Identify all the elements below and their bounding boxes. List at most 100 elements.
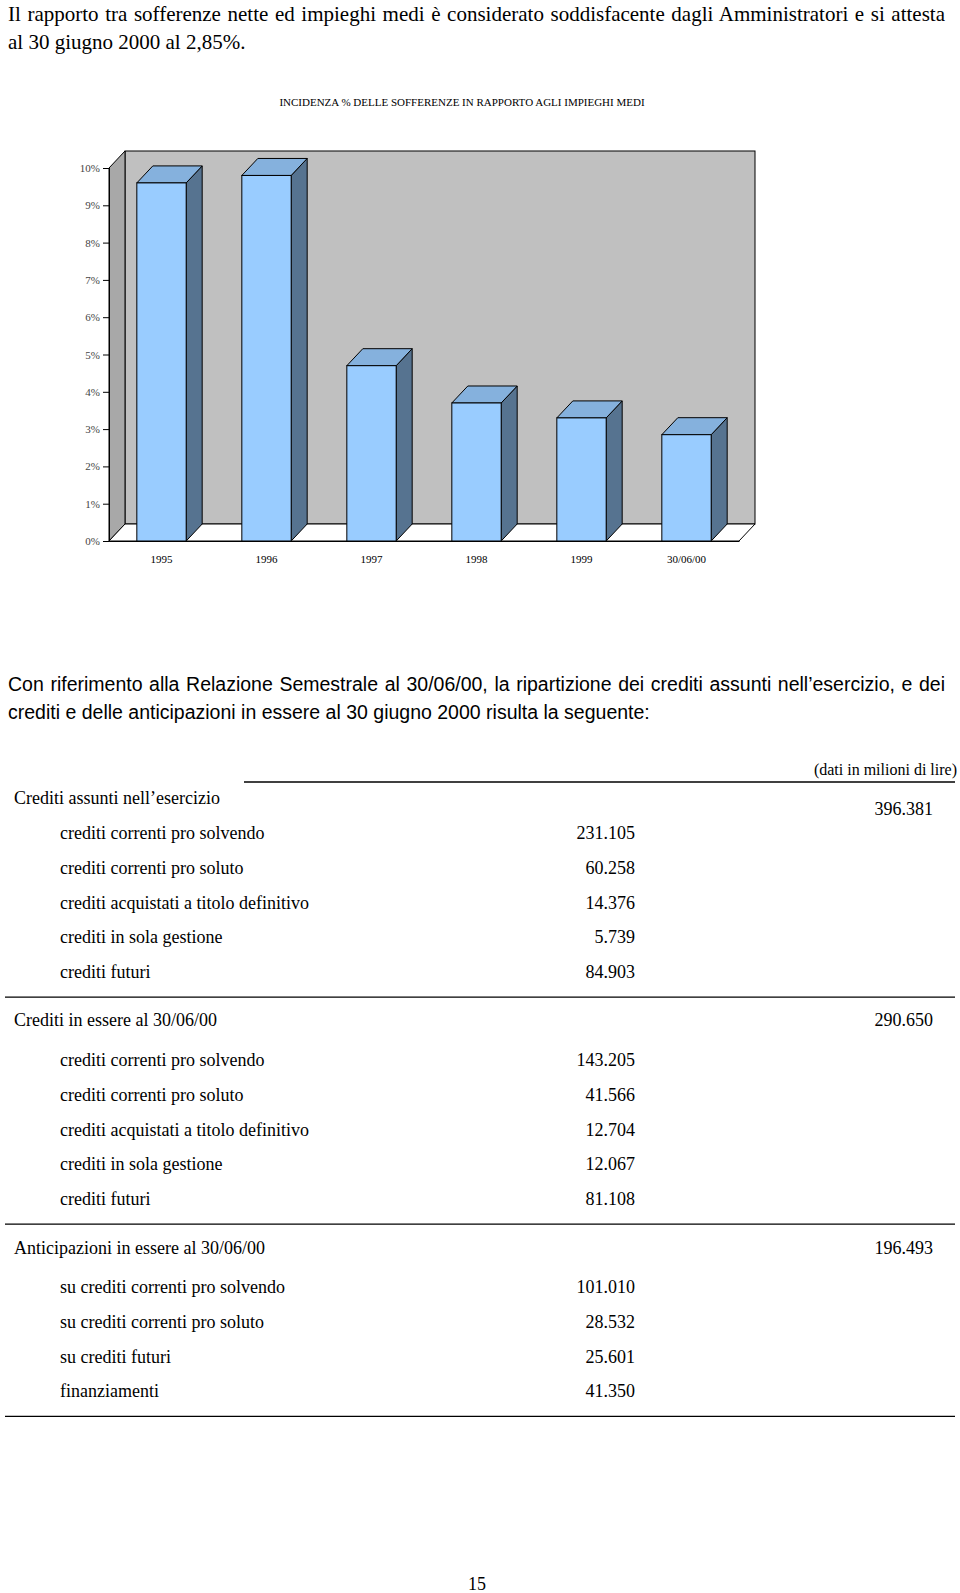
row-label: crediti acquistati a titolo definitivo (60, 893, 309, 913)
unit-note: (dati in milioni di lire) (814, 761, 957, 779)
x-tick: 30/06/00 (667, 541, 707, 565)
bar-side (501, 386, 517, 541)
row-value: 41.350 (586, 1381, 636, 1401)
row-label: crediti correnti pro soluto (60, 858, 243, 878)
row-value: 14.376 (586, 893, 636, 913)
y-tick: 1% (85, 498, 109, 510)
y-tick: 3% (85, 423, 109, 435)
bar-3d (662, 418, 727, 541)
y-tick: 6% (85, 311, 109, 323)
floor (109, 524, 755, 541)
x-tick: 1998 (466, 541, 489, 565)
x-tick: 1999 (571, 541, 594, 565)
chart: INCIDENZA % DELLE SOFFERENZE IN RAPPORTO… (80, 96, 755, 565)
y-tick-mark (103, 317, 109, 318)
y-axis: 0% 1% 2% 3% 4% 5% 6% 7% 8% 9% 10% (80, 162, 110, 547)
y-tick: 9% (85, 199, 109, 211)
row-value: 12.067 (586, 1154, 636, 1174)
y-tick-mark (103, 392, 109, 393)
rule (5, 1224, 955, 1225)
y-tick-label: 5% (85, 349, 100, 361)
x-axis: 1995 1996 1997 1998 1999 30/06/00 (110, 541, 740, 565)
row-label: finanziamenti (60, 1381, 159, 1401)
y-tick-mark (103, 466, 109, 467)
y-tick-label: 9% (85, 199, 100, 211)
bar (137, 183, 186, 541)
row-value: 101.010 (577, 1277, 636, 1297)
section-total: 196.493 (875, 1238, 934, 1258)
y-tick-label: 8% (85, 237, 100, 249)
x-tick-label: 1998 (466, 553, 489, 565)
paragraph: Con riferimento alla Relazione Semestral… (8, 670, 945, 726)
y-axis-line (103, 169, 110, 542)
page-number: 15 (468, 1574, 486, 1593)
back-wall (125, 151, 755, 524)
row-value: 81.108 (586, 1189, 636, 1209)
bars (137, 158, 727, 541)
y-tick-label: 2% (85, 460, 100, 472)
row-value: 28.532 (586, 1312, 636, 1332)
y-tick-label: 0% (85, 535, 100, 547)
side-wall (109, 151, 125, 541)
row-label: crediti futuri (60, 1189, 150, 1209)
row-label: su crediti correnti pro solvendo (60, 1277, 285, 1297)
rule (244, 781, 955, 782)
x-tick: 1997 (361, 541, 384, 565)
bar-3d (557, 401, 622, 541)
x-tick-label: 1995 (151, 553, 174, 565)
y-tick-label: 6% (85, 311, 100, 323)
y-tick-mark (103, 280, 109, 281)
y-tick-label: 7% (85, 274, 100, 286)
section-total: 290.650 (875, 1010, 934, 1030)
x-tick-label: 1997 (361, 553, 384, 565)
bar-3d (137, 166, 202, 541)
bar-top (662, 418, 727, 435)
bar-3d (242, 158, 307, 541)
bar-side (396, 349, 412, 541)
y-tick: 2% (85, 460, 109, 472)
row-label: crediti correnti pro soluto (60, 1085, 243, 1105)
row-value: 60.258 (586, 858, 636, 878)
rule (5, 1416, 955, 1417)
row-label: su crediti futuri (60, 1347, 171, 1367)
x-axis-line (110, 541, 740, 542)
bar-3d (452, 386, 517, 541)
row-label: crediti in sola gestione (60, 1154, 222, 1174)
y-tick: 5% (85, 349, 109, 361)
bar-top (557, 401, 622, 418)
bar-top (347, 349, 412, 366)
y-tick-mark (103, 243, 109, 244)
row-label: crediti correnti pro solvendo (60, 823, 264, 843)
bar-top (242, 158, 307, 175)
row-value: 143.205 (577, 1050, 636, 1070)
bar-side (186, 166, 202, 541)
y-tick-label: 4% (85, 386, 100, 398)
bar (662, 435, 711, 541)
row-label: crediti acquistati a titolo definitivo (60, 1120, 309, 1140)
y-tick-mark (103, 429, 109, 430)
y-tick-label: 1% (85, 498, 100, 510)
row-value: 5.739 (595, 927, 636, 947)
table: (dati in milioni di lire)Crediti assunti… (5, 761, 957, 1417)
chart-title: INCIDENZA % DELLE SOFFERENZE IN RAPPORTO… (279, 96, 645, 108)
row-value: 12.704 (586, 1120, 636, 1140)
bar-side (711, 418, 727, 541)
x-tick: 1996 (256, 541, 279, 565)
x-tick-label: 1996 (256, 553, 279, 565)
row-label: su crediti correnti pro soluto (60, 1312, 264, 1332)
y-tick: 8% (85, 237, 109, 249)
bar-top (137, 166, 202, 183)
y-tick-mark (103, 205, 109, 206)
section-title: Crediti in essere al 30/06/00 (14, 1010, 217, 1030)
y-tick: 7% (85, 274, 109, 286)
bar-side (291, 158, 307, 541)
x-tick-label: 30/06/00 (667, 553, 707, 565)
bar-top (452, 386, 517, 403)
page-canvas: INCIDENZA % DELLE SOFFERENZE IN RAPPORTO… (0, 0, 960, 1593)
y-tick: 10% (80, 162, 109, 174)
row-label: crediti futuri (60, 962, 150, 982)
rule (5, 997, 955, 998)
bar (557, 418, 606, 541)
paragraph: Il rapporto tra sofferenze nette ed impi… (8, 0, 945, 56)
section-total: 396.381 (875, 799, 934, 819)
